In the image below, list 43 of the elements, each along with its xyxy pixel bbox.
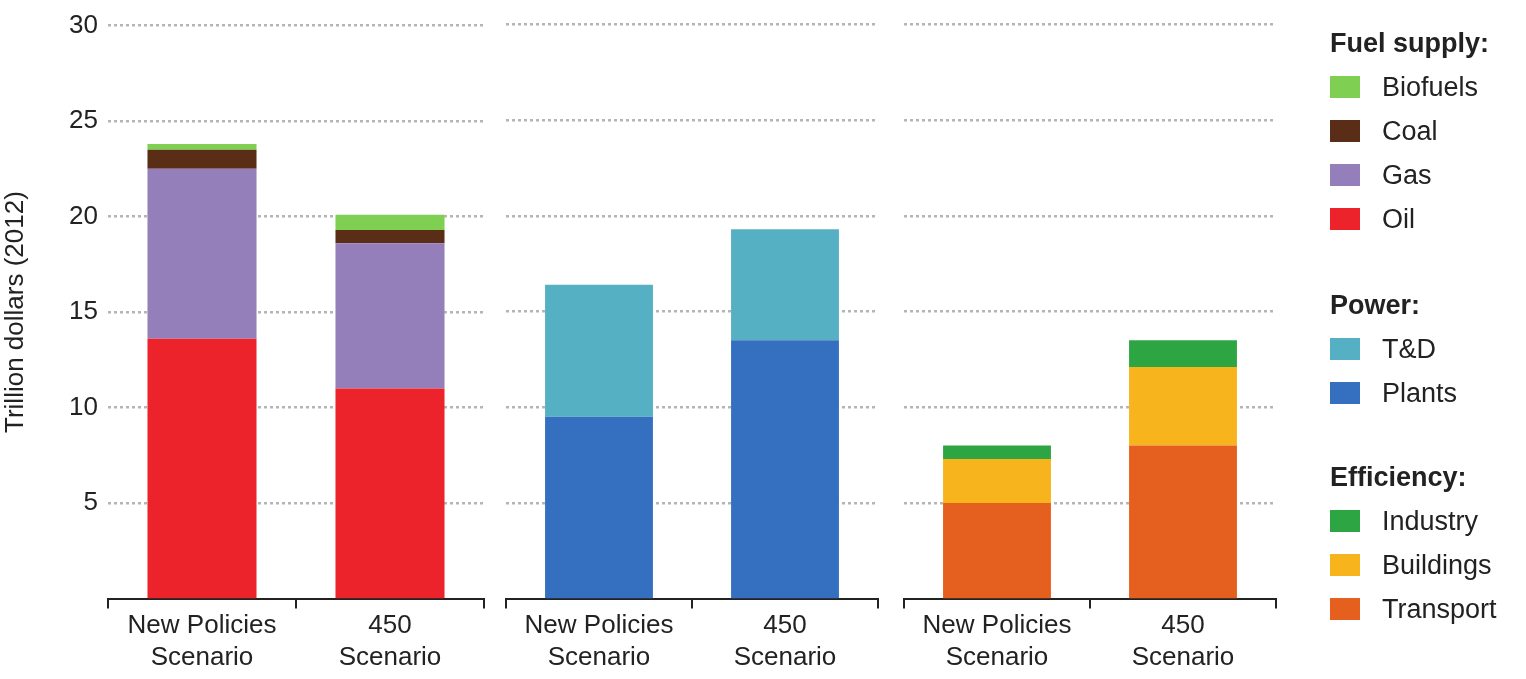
legend-label: Transport [1382, 593, 1497, 625]
bar [147, 338, 257, 599]
bar [1129, 367, 1237, 446]
bar [731, 340, 839, 599]
legend-label: Plants [1382, 377, 1458, 409]
bar [943, 445, 1051, 459]
bar [1129, 445, 1237, 599]
bar [1129, 340, 1237, 368]
x-tick-label: New Policies Scenario [922, 609, 1072, 671]
y-tick-label: 5 [83, 486, 98, 517]
legend-title: Power: [1330, 290, 1422, 321]
legend-label: Industry [1382, 505, 1479, 537]
legend-label: Biofuels [1382, 71, 1479, 103]
legend-label: T&D [1382, 333, 1436, 365]
bar [147, 149, 257, 169]
bar [335, 214, 445, 230]
x-tick-label: 450 Scenario [733, 609, 837, 671]
bar [335, 229, 445, 244]
legend-title: Efficiency: [1330, 462, 1468, 493]
legend-label: Gas [1382, 159, 1432, 191]
y-tick-label: 10 [69, 390, 98, 421]
bar [943, 458, 1051, 503]
bar [147, 168, 257, 339]
y-tick-label: 15 [69, 295, 98, 326]
legend-title: Fuel supply: [1330, 28, 1490, 59]
x-tick-label: 450 Scenario [338, 609, 442, 671]
bar [731, 229, 839, 341]
bar [335, 388, 445, 599]
legend-label: Coal [1382, 115, 1438, 147]
bar [943, 502, 1051, 599]
y-tick-label: 30 [69, 8, 98, 39]
y-axis-title: Trillion dollars (2012) [0, 191, 29, 433]
legend-label: Buildings [1382, 549, 1492, 581]
bar [545, 416, 653, 599]
y-tick-label: 20 [69, 199, 98, 230]
bar [545, 284, 653, 417]
bar [147, 144, 257, 150]
legend-label: Oil [1382, 203, 1415, 235]
bar [335, 243, 445, 389]
y-tick-label: 25 [69, 104, 98, 135]
x-tick-label: 450 Scenario [1131, 609, 1235, 671]
x-tick-label: New Policies Scenario [524, 609, 674, 671]
x-tick-label: New Policies Scenario [127, 609, 277, 671]
